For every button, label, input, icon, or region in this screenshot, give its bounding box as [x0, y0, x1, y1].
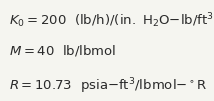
Text: $\mathit{K}_0 = 200 \ \ (\mathrm{lb/h})/(\mathrm{in.\ H_2O{-}lb/ft^3})^{1/2}$: $\mathit{K}_0 = 200 \ \ (\mathrm{lb/h})/… [9, 11, 214, 30]
Text: $\mathit{R} = 10.73 \ \ \mathrm{psia{-}ft^3/lbmol{-}{^\circ}R}$: $\mathit{R} = 10.73 \ \ \mathrm{psia{-}f… [9, 76, 207, 96]
Text: $\mathit{M} = 40 \ \ \mathrm{lb/lbmol}$: $\mathit{M} = 40 \ \ \mathrm{lb/lbmol}$ [9, 43, 116, 58]
